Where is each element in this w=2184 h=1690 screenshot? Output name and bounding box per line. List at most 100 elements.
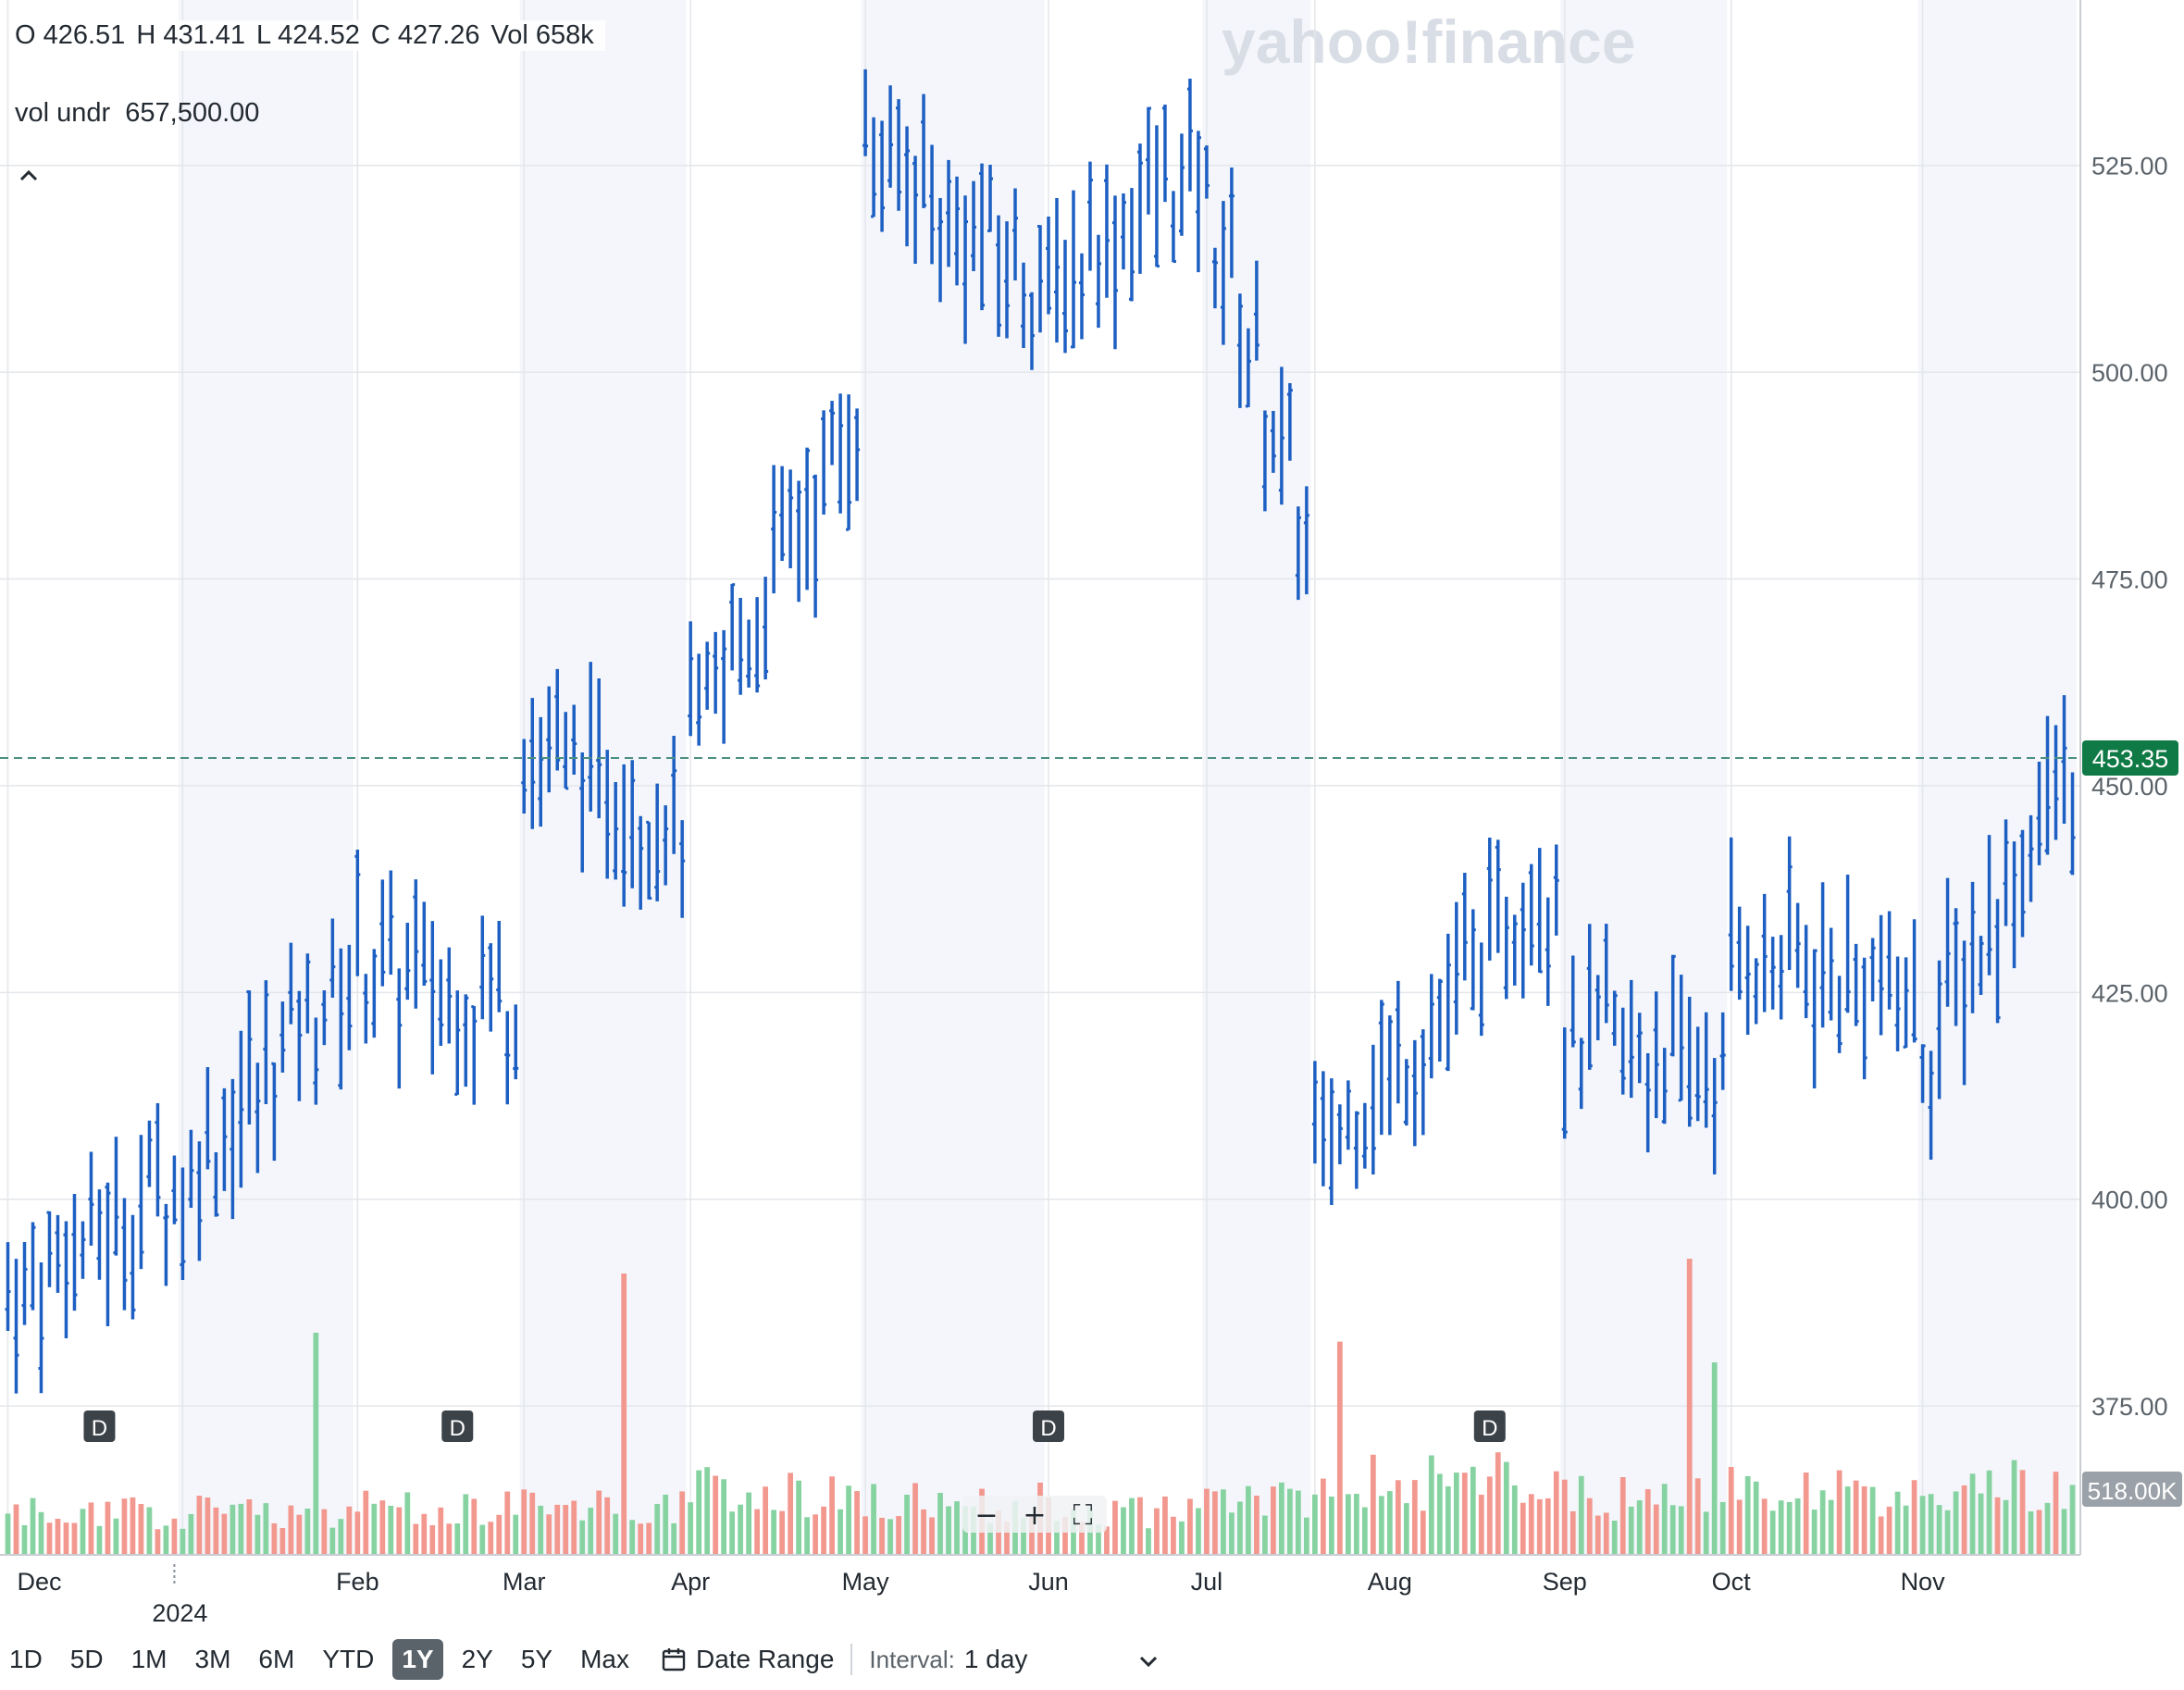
volume-bar (1761, 1498, 1768, 1555)
ohlc-bar (404, 922, 411, 1000)
low-value: L 424.52 (256, 20, 360, 50)
volume-bar (1004, 1522, 1010, 1555)
volume-bar (788, 1473, 793, 1555)
ohlc-bar (1061, 240, 1068, 354)
ohlc-bar (1170, 191, 1176, 264)
volume-bar (1644, 1489, 1651, 1555)
volume-bar (504, 1491, 511, 1555)
ohlc-bar (629, 760, 636, 888)
ohlc-bar (738, 597, 744, 695)
ohlc-bar (604, 750, 611, 879)
ohlc-bar (46, 1211, 53, 1287)
volume-bar (887, 1519, 893, 1555)
volume-bar (1154, 1508, 1160, 1555)
volume-bar (379, 1500, 386, 1555)
dividend-marker-label: D (450, 1416, 465, 1441)
range-button-6m[interactable]: 6M (258, 1645, 295, 1673)
ohlc-bar (113, 1137, 119, 1256)
fullscreen-button[interactable]: ⛶ (1073, 1499, 1093, 1532)
volume-bar (1221, 1489, 1226, 1555)
month-shade (861, 0, 1045, 1555)
volume-bar (613, 1513, 619, 1555)
chevron-up-icon[interactable] (19, 159, 39, 188)
dividend-marker[interactable] (441, 1410, 474, 1442)
volume-bar (1711, 1362, 1718, 1555)
volume-bar (1553, 1471, 1559, 1555)
range-button-ytd[interactable]: YTD (322, 1645, 375, 1673)
volume-bar (1345, 1494, 1351, 1555)
range-button-2y[interactable]: 2Y (461, 1645, 493, 1673)
volume-bar (80, 1509, 86, 1555)
volume-bar (1453, 1473, 1459, 1555)
zoom-in-button[interactable]: + (1023, 1499, 1046, 1532)
dividend-marker[interactable] (83, 1410, 116, 1442)
range-button-1d[interactable]: 1D (9, 1645, 43, 1673)
ohlc-bar (1711, 1058, 1718, 1174)
ohlc-bar (488, 943, 494, 1032)
ohlc-bar (1969, 881, 1976, 1013)
ohlc-bar (971, 180, 977, 272)
range-button-max[interactable]: Max (580, 1645, 629, 1673)
ohlc-bar (2028, 814, 2034, 902)
ohlc-bar (1636, 1013, 1643, 1084)
volume-bar (1361, 1507, 1368, 1555)
ohlc-bar (1136, 143, 1143, 274)
date-range-button[interactable]: Date Range (661, 1645, 834, 1674)
price-chart[interactable]: yahoo!finance 525.00 500.00 475.00 450.00 42… (0, 0, 2184, 1629)
volume-bar (71, 1522, 78, 1555)
range-button-1m[interactable]: 1M (130, 1645, 168, 1673)
ohlc-bar (80, 1221, 86, 1279)
ohlc-bar (121, 1198, 128, 1311)
ohlc-bar (5, 1242, 11, 1332)
ohlc-bar (813, 474, 819, 618)
volume-bar (138, 1504, 144, 1555)
ohlc-bar (879, 120, 886, 232)
ohlc-bar (1336, 1104, 1343, 1164)
ohlc-bar (1894, 956, 1901, 1052)
range-buttons: 1D 5D 1M 3M 6M YTD 1Y 2Y 5Y Max (0, 1639, 648, 1680)
volume-bar (1079, 1522, 1085, 1555)
ohlc-bar (463, 994, 469, 1087)
range-button-5d[interactable]: 5D (69, 1645, 104, 1673)
range-button-5y[interactable]: 5Y (520, 1645, 553, 1673)
volume-bar (1196, 1508, 1201, 1555)
dividend-marker[interactable] (1032, 1410, 1064, 1442)
interval-label: Interval: (869, 1645, 955, 1673)
volume-bar (663, 1494, 669, 1555)
volume-bar (838, 1509, 843, 1555)
ohlc-bar (13, 1259, 19, 1394)
volume-bar (288, 1505, 294, 1555)
volume-bar (121, 1498, 128, 1555)
ohlc-bar (130, 1214, 136, 1320)
ohlc-bar (1120, 193, 1126, 270)
chevron-down-icon[interactable] (1138, 1646, 1159, 1674)
ohlc-bar (987, 164, 994, 232)
volume-bar (246, 1498, 253, 1555)
volume-bar (1295, 1490, 1301, 1555)
volume-bar (454, 1523, 461, 1555)
ohlc-bar (588, 662, 594, 812)
range-button-1y[interactable]: 1Y (392, 1639, 443, 1680)
volume-bar (463, 1494, 469, 1555)
volume-bar (1328, 1497, 1334, 1555)
volume-bar (2028, 1510, 2034, 1555)
zoom-out-button[interactable]: − (974, 1499, 998, 1532)
dividend-marker[interactable] (1473, 1410, 1506, 1442)
ohlc-bar (1311, 1061, 1318, 1164)
ohlc-bar (979, 163, 986, 311)
volume-bar (1819, 1490, 1826, 1555)
ohlc-bar (1686, 996, 1693, 1127)
range-button-3m[interactable]: 3M (194, 1645, 231, 1673)
ohlc-bar (55, 1214, 61, 1293)
ohlc-bar (1095, 234, 1101, 329)
ohlc-bar (1653, 991, 1659, 1119)
volume-bar (171, 1518, 178, 1555)
volume-bar (921, 1509, 926, 1555)
ohlc-bar (1561, 1027, 1568, 1139)
time-tick-label: Dec (17, 1568, 61, 1596)
volume-bar (1969, 1473, 1976, 1555)
interval-select[interactable]: Interval: 1 day (869, 1645, 1159, 1674)
volume-axis-badge (2082, 1472, 2182, 1507)
ohlc-bar (1986, 835, 1992, 975)
time-tick-label: Oct (1712, 1568, 1752, 1596)
